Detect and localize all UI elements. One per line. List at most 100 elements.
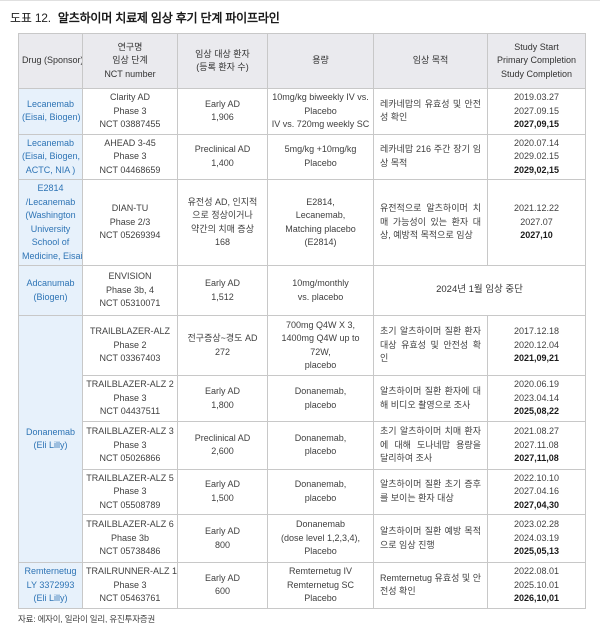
dose-cell: 5mg/kg +10mg/kg Placebo (267, 133, 374, 180)
study-cell-line: Clarity AD (109, 92, 150, 102)
dose-cell-line: 10mg/kg biweekly IV vs. (272, 92, 369, 102)
drug-cell-line: (Eisai, Biogen) (22, 112, 81, 123)
patients-cell-line: Early AD (204, 479, 240, 490)
table-number-label: 도표 12. (10, 11, 51, 25)
patients-cell-line: 유전성 AD, 인지적 (187, 196, 258, 207)
dates-cell: 2017.12.18 2020.12.04 2021,09,21 (487, 315, 586, 376)
purpose-cell-line: 유전적으로 알츠하이머 치매 가능성이 있는 환자 대상, 예방적 목적으로 임… (380, 203, 481, 241)
purpose-cell-line: 초기 알츠하이머 치매 환자에 대해 도나네맙 용량을 달리하여 조사 (380, 426, 481, 463)
study-cell-line: Phase 3 (113, 486, 147, 496)
table-row: Lecanemab (Eisai, Biogen, ACTC, NIA ) AHEAD… (18, 133, 586, 180)
patients-cell: Early AD 600 (177, 562, 268, 609)
dose-cell-line: placebo (304, 446, 337, 457)
dose-cell: Remternetug IV Remternetug SC Placebo (267, 562, 374, 609)
purpose-cell: 레카네맙 216 주간 장기 임상 목적 (373, 133, 488, 180)
header-study: 연구명 임상 단계 NCT number (82, 33, 178, 89)
purpose-cell: 초기 알츠하이머 치매 환자에 대해 도나네맙 용량을 달리하여 조사 (373, 421, 488, 470)
study-cell-line: TRAILBLAZER-ALZ 6 (86, 519, 174, 530)
study-cell-line: NCT 04437511 (99, 406, 161, 417)
dates-cell: 2020.06.19 2023.04.14 2025,08,22 (487, 375, 586, 422)
header-study-line: 임상 단계 (112, 55, 148, 66)
purpose-cell-line: 초기 알츠하이머 질환 환자 대상 유효성 및 안전성 확인 (380, 326, 481, 364)
dates-cell: 2022.10.10 2027.04.16 2027,04,30 (487, 468, 586, 515)
study-cell: TRAILBLAZER-ALZ 5 Phase 3 NCT 05508789 (82, 468, 178, 515)
patients-cell: Early AD 1,906 (177, 88, 268, 135)
source-note: 자료: 에자이, 일라이 일리, 유진투자증권 (18, 613, 156, 624)
dates-cell-line: 2022.10.10 (513, 472, 560, 483)
dates-cell: 2019.03.27 2027.09.15 2027,09,15 (487, 88, 586, 135)
drug-cell: Adcanumab (Biogen) (18, 265, 83, 316)
study-cell-line: Phase 3 (113, 151, 147, 161)
patients-cell: 유전성 AD, 인지적 으로 정상이거나 약간의 치매 증상 168 (177, 179, 268, 266)
study-cell: DIAN-TU Phase 2/3 NCT 05269394 (82, 179, 178, 266)
study-cell-line: Phase 2/3 (109, 216, 151, 227)
patients-cell: Preclinical AD 1,400 (177, 133, 268, 180)
drug-cell-line: Lecanemab (26, 137, 75, 148)
dates-cell-line: 2027,10 (520, 230, 553, 241)
dose-cell-line: 72W, (310, 346, 331, 357)
dose-cell-line: E2814, (306, 196, 335, 207)
study-cell: TRAILRUNNER-ALZ 1 Phase 3 NCT 05463761 (82, 562, 178, 609)
study-cell-line: NCT 03887455 (99, 119, 161, 129)
study-cell-line: Phase 3 (113, 105, 147, 116)
dates-cell: 2022.08.01 2025.10.01 2026,10,01 (487, 562, 586, 609)
study-cell: AHEAD 3-45 Phase 3 NCT 04468659 (82, 133, 178, 180)
study-cell-line: Phase 3 (113, 392, 147, 403)
dose-cell-line: Placebo (304, 546, 337, 557)
header-dates-line: Primary Completion (496, 55, 577, 66)
patients-cell-line: 전구증상~경도 AD (187, 333, 258, 343)
dates-cell-line: 2021,09,21 (513, 353, 560, 364)
header-row: Drug (Sponsor) 연구명 임상 단계 NCT number 임상 대… (18, 33, 586, 89)
dates-cell-line: 2029,02,15 (513, 164, 560, 175)
dose-cell-line: Remternetug IV (288, 566, 353, 576)
study-cell-line: TRAILBLAZER-ALZ 5 (86, 472, 174, 483)
header-dates: Study Start Primary Completion Study Com… (487, 33, 586, 89)
dates-cell-line: 2026,10,01 (513, 593, 560, 603)
dose-cell-line: 1400mg Q4W up to (281, 333, 360, 343)
header-dates-line: Study Start (514, 41, 559, 52)
patients-cell-line: Early AD (204, 98, 240, 109)
dates-cell-line: 2020.12.04 (513, 339, 560, 350)
study-cell-line: Phase 3b, 4 (105, 284, 155, 295)
study-cell-line: TRAILBLAZER-ALZ (89, 326, 171, 337)
table-title-text: 알츠하이머 치료제 임상 후기 단계 파이프라인 (57, 11, 280, 25)
purpose-cell-line: 레카네맙 216 주간 장기 임상 목적 (380, 144, 481, 168)
dates-cell: 2023.02.28 2024.03.19 2025,05,13 (487, 514, 586, 563)
dose-cell: Donanemab, placebo (267, 421, 374, 470)
purpose-cell-line: 레카네맙의 유효성 및 안전성 확인 (380, 98, 481, 123)
dates-cell-line: 2022.08.01 (513, 566, 560, 576)
purpose-cell: 초기 알츠하이머 질환 환자 대상 유효성 및 안전성 확인 (373, 315, 488, 376)
study-cell-line: TRAILBLAZER-ALZ 3 (86, 426, 174, 436)
dates-cell-line: 2027.09.15 (513, 105, 560, 116)
study-cell-line: NCT 05738486 (99, 546, 161, 557)
dose-cell-line: Donanemab (295, 519, 346, 530)
purpose-cell: 레카네맙의 유효성 및 안전성 확인 (373, 88, 488, 135)
dose-cell: 10mg/kg biweekly IV vs. Placebo IV vs. 720… (267, 88, 374, 135)
study-cell: TRAILBLAZER-ALZ 3 Phase 3 NCT 05026866 (82, 421, 178, 470)
table-row: Lecanemab (Eisai, Biogen) Clarity AD Phase … (18, 88, 586, 135)
study-cell-line: Phase 3b (110, 532, 150, 543)
dates-cell-line: 2027,11,08 (514, 453, 559, 463)
header-patients: 임상 대상 환자 (등록 환자 수) (177, 33, 268, 89)
page-title: 도표 12. 알츠하이머 치료제 임상 후기 단계 파이프라인 (10, 9, 592, 26)
dates-cell-line: 2019.03.27 (513, 92, 560, 102)
drug-cell-line: Lecanemab (26, 98, 75, 109)
patients-cell: Early AD 1,512 (177, 265, 268, 316)
header-patients-line: 임상 대상 환자 (195, 48, 250, 59)
drug-cell-line: University (30, 223, 71, 234)
drug-cell-line: (Washington (25, 210, 76, 220)
header-dose-label: 용량 (312, 55, 329, 66)
dose-cell-line: (E2814) (304, 237, 337, 247)
dose-cell: Donanemab (dose level 1,2,3,4), Placebo (267, 514, 374, 563)
patients-cell-line: 800 (214, 539, 231, 550)
table-row: Remternetug LY 3372993 (Eli Lilly) TRAILRUN… (18, 562, 586, 609)
patients-cell-line: Preclinical AD (194, 432, 251, 443)
dose-cell: 10mg/monthly vs. placebo (267, 265, 374, 316)
study-cell-line: Phase 3 (113, 439, 147, 450)
purpose-cell-line: 알츠하이머 질환 환자에 대해 비디오 촬영으로 조사 (380, 386, 481, 410)
patients-cell-line: 168 (214, 237, 231, 247)
dose-cell-line: (dose level 1,2,3,4), (280, 532, 361, 543)
pipeline-table: Drug (Sponsor) 연구명 임상 단계 NCT number 임상 대… (18, 33, 586, 609)
patients-cell: Early AD 1,800 (177, 375, 268, 422)
